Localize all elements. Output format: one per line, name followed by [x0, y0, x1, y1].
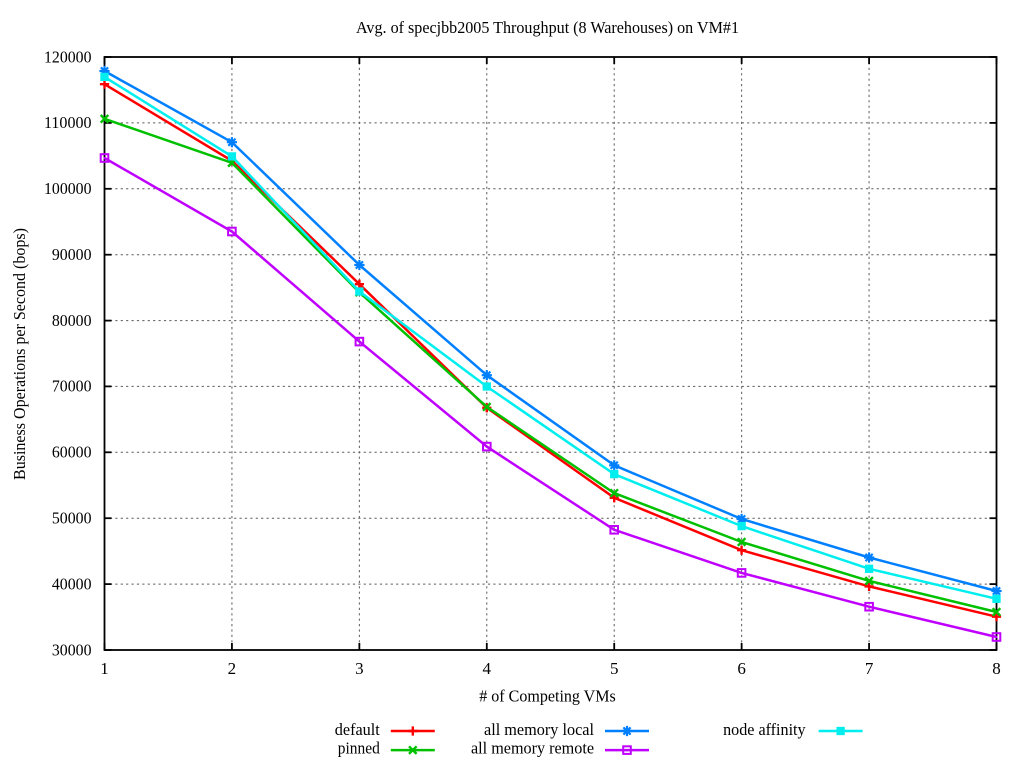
svg-text:60000: 60000 — [52, 443, 92, 462]
svg-text:default: default — [335, 720, 380, 739]
svg-text:all memory remote: all memory remote — [471, 739, 594, 758]
svg-text:all memory local: all memory local — [484, 720, 594, 739]
svg-text:90000: 90000 — [52, 245, 92, 264]
svg-text:40000: 40000 — [52, 574, 92, 593]
svg-text:70000: 70000 — [52, 377, 92, 396]
svg-text:pinned: pinned — [338, 739, 380, 758]
svg-text:4: 4 — [483, 659, 492, 678]
svg-text:3: 3 — [355, 659, 364, 678]
svg-text:2: 2 — [228, 659, 237, 678]
svg-text:50000: 50000 — [52, 509, 92, 528]
svg-text:node affinity: node affinity — [723, 720, 806, 739]
svg-text:5: 5 — [610, 659, 619, 678]
svg-text:100000: 100000 — [44, 179, 92, 198]
svg-text:110000: 110000 — [44, 113, 92, 132]
svg-text:# of Competing VMs: # of Competing VMs — [479, 686, 616, 705]
svg-text:6: 6 — [737, 659, 746, 678]
svg-text:Avg. of specjbb2005 Throughput: Avg. of specjbb2005 Throughput (8 Wareho… — [356, 18, 739, 37]
svg-text:80000: 80000 — [52, 311, 92, 330]
svg-text:Business Operations per Second: Business Operations per Second (bops) — [10, 228, 29, 480]
svg-text:8: 8 — [992, 659, 1001, 678]
svg-text:7: 7 — [865, 659, 874, 678]
svg-text:1: 1 — [100, 659, 109, 678]
svg-text:30000: 30000 — [52, 640, 92, 659]
svg-text:120000: 120000 — [44, 47, 92, 66]
